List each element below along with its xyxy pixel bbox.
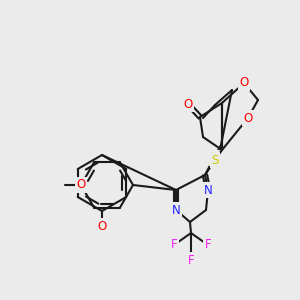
- Text: N: N: [172, 203, 180, 217]
- Text: S: S: [210, 152, 218, 164]
- Text: O: O: [76, 178, 85, 191]
- Text: O: O: [239, 76, 249, 89]
- Text: O: O: [98, 220, 106, 232]
- Text: F: F: [171, 238, 177, 251]
- Text: O: O: [243, 112, 253, 124]
- Text: F: F: [205, 238, 211, 251]
- Text: S: S: [211, 154, 219, 166]
- Text: F: F: [188, 254, 194, 266]
- Text: O: O: [183, 98, 193, 110]
- Text: N: N: [204, 184, 212, 196]
